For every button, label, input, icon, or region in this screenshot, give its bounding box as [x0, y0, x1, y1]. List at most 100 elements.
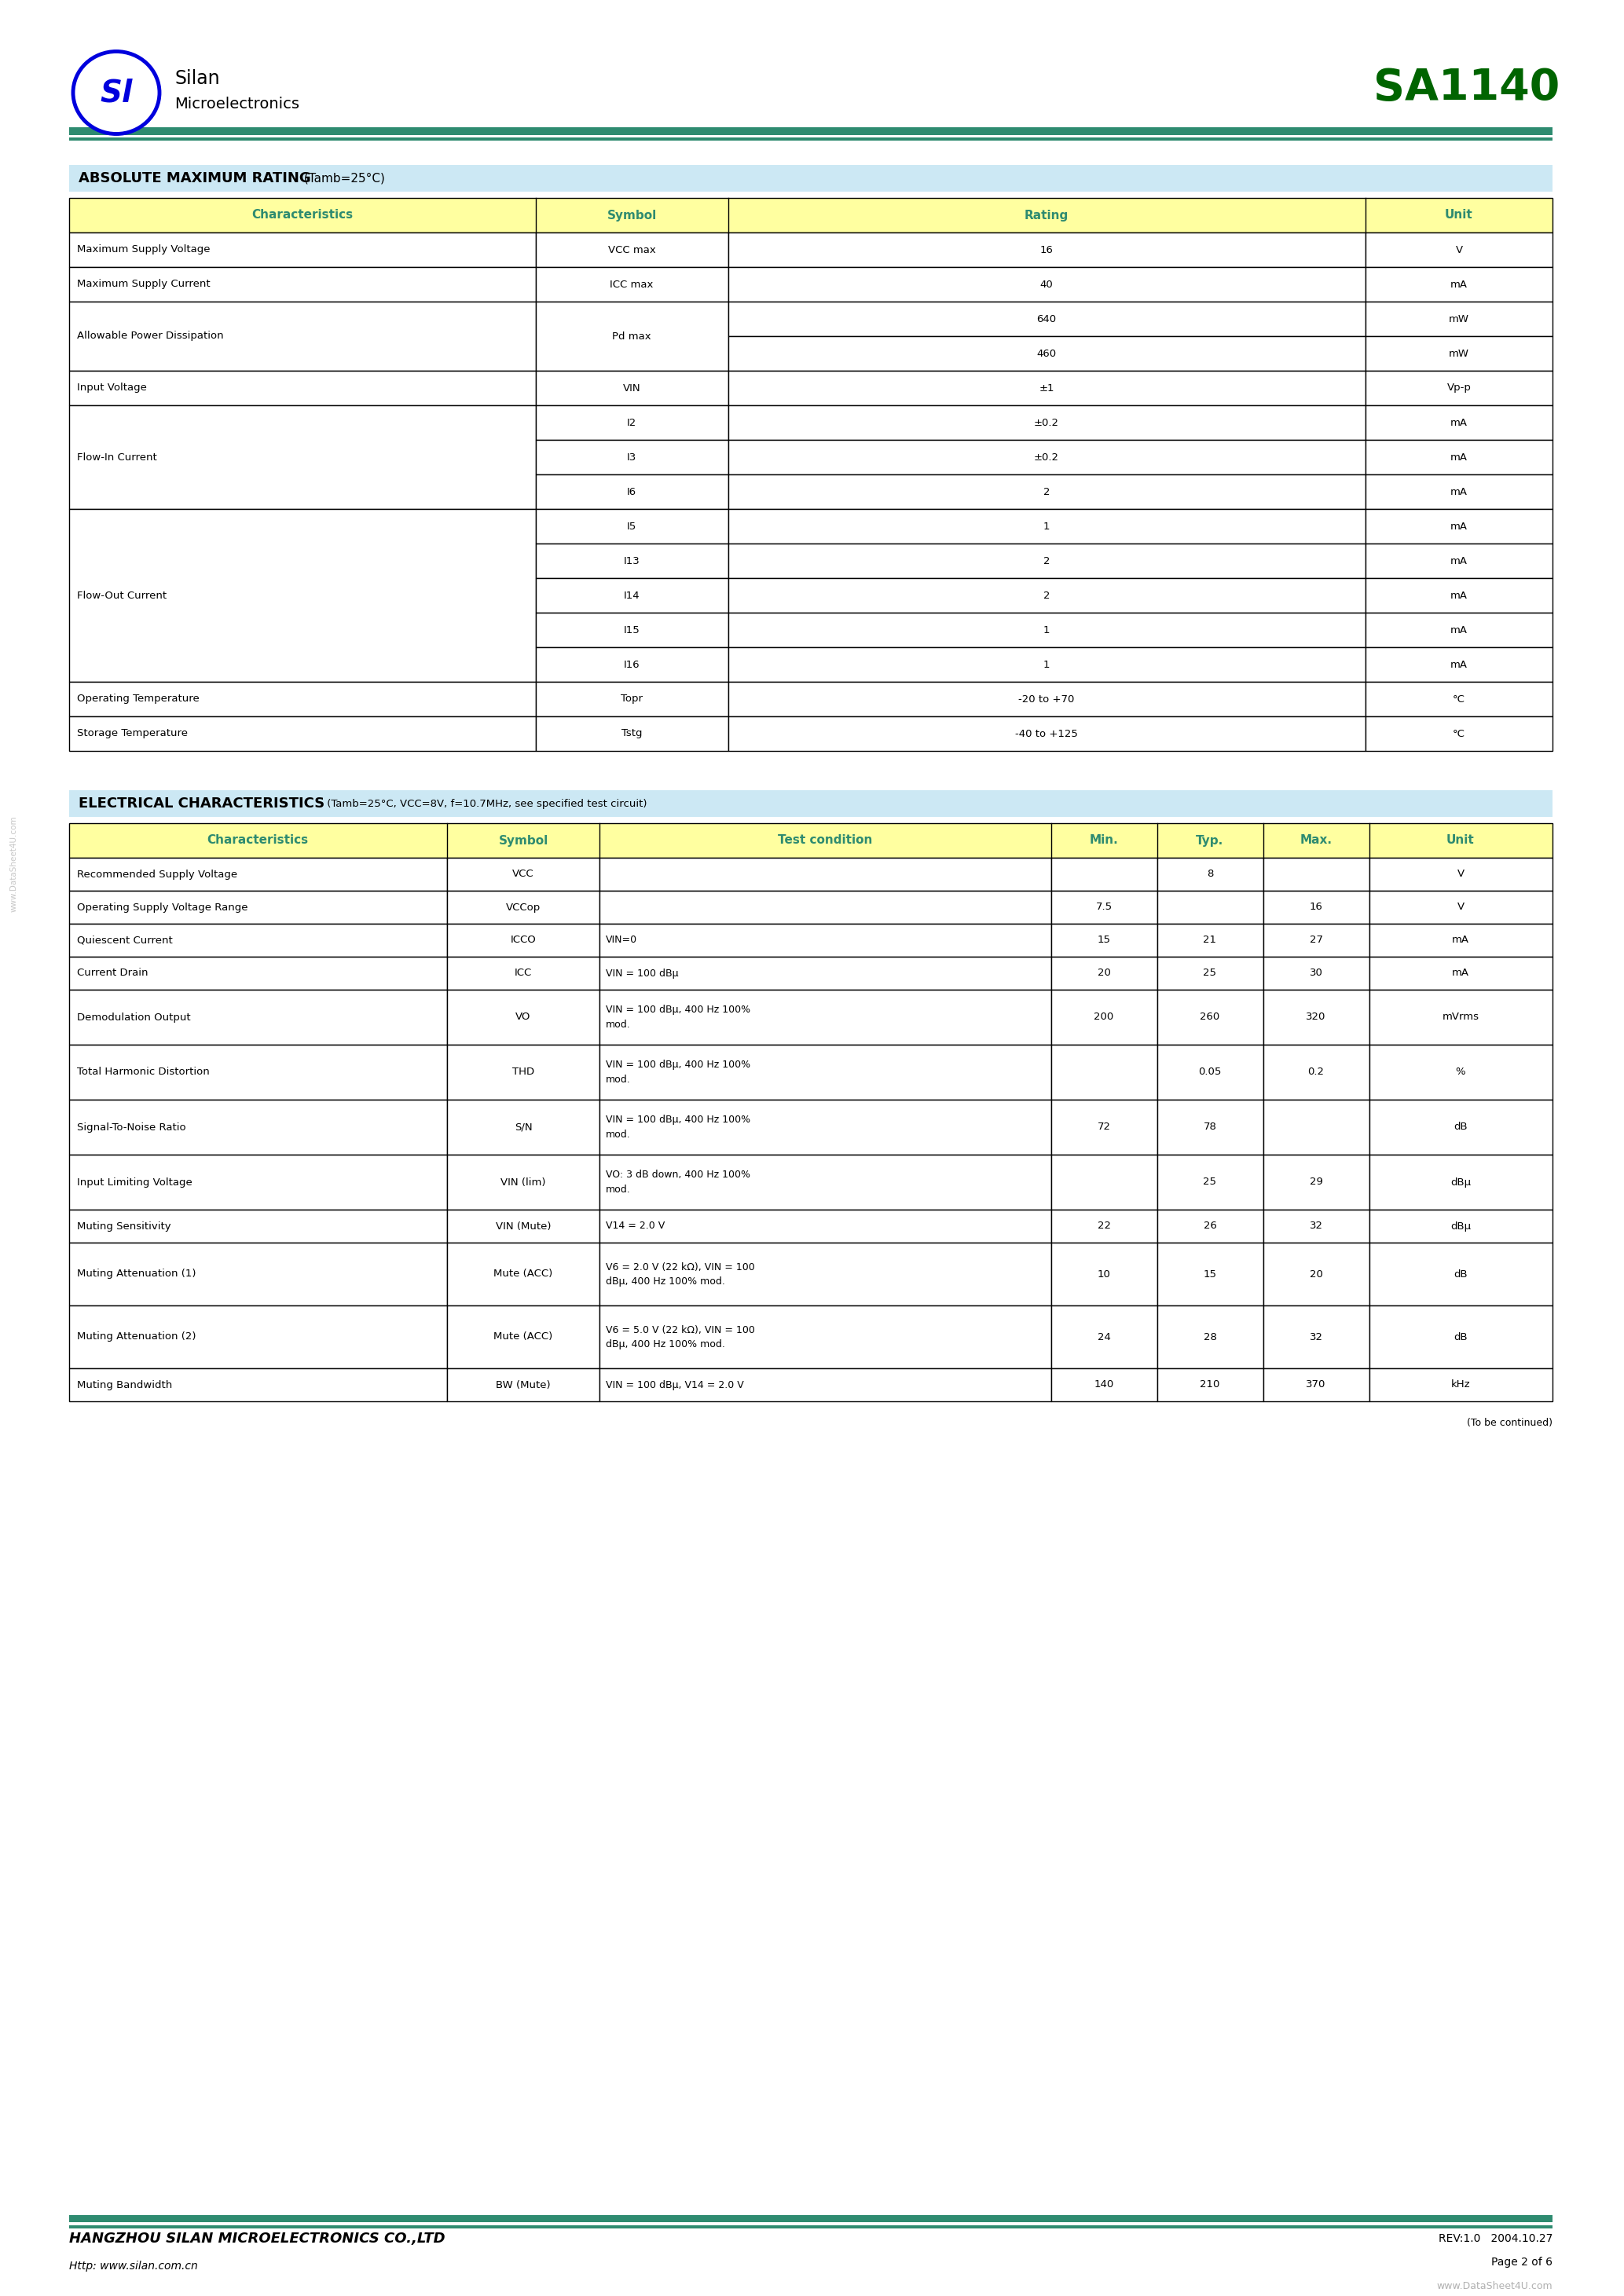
- Text: Operating Temperature: Operating Temperature: [76, 693, 200, 705]
- Text: BW (Mute): BW (Mute): [495, 1380, 551, 1389]
- Text: Input Voltage: Input Voltage: [76, 383, 146, 393]
- Text: I15: I15: [624, 625, 640, 636]
- Bar: [599, 923, 1051, 957]
- Text: (To be continued): (To be continued): [1466, 1419, 1553, 1428]
- Bar: [728, 682, 1366, 716]
- Text: 210: 210: [1200, 1380, 1220, 1389]
- Bar: [70, 1155, 447, 1210]
- Text: 20: 20: [1098, 969, 1111, 978]
- Bar: [447, 891, 599, 923]
- Bar: [70, 165, 1553, 191]
- Text: 16: 16: [1309, 902, 1322, 912]
- Bar: [599, 1100, 1051, 1155]
- Bar: [599, 1210, 1051, 1242]
- Bar: [536, 716, 728, 751]
- Text: 2: 2: [1043, 556, 1049, 565]
- Text: 1: 1: [1043, 659, 1049, 670]
- Bar: [1158, 1045, 1263, 1100]
- Text: 78: 78: [1203, 1123, 1216, 1132]
- Text: %: %: [1455, 1068, 1465, 1077]
- Bar: [70, 990, 447, 1045]
- Bar: [70, 923, 447, 957]
- Bar: [1158, 1306, 1263, 1368]
- Text: Microelectronics: Microelectronics: [174, 96, 299, 110]
- Bar: [1158, 990, 1263, 1045]
- Text: VIN = 100 dBμ, V14 = 2.0 V: VIN = 100 dBμ, V14 = 2.0 V: [606, 1380, 744, 1389]
- Text: 370: 370: [1306, 1380, 1325, 1389]
- Text: 32: 32: [1309, 1332, 1322, 1343]
- Text: ICC: ICC: [515, 969, 533, 978]
- Text: mA: mA: [1450, 418, 1468, 427]
- Bar: [1369, 1210, 1553, 1242]
- Text: 27: 27: [1309, 934, 1322, 946]
- Bar: [728, 544, 1366, 579]
- Text: Signal-To-Noise Ratio: Signal-To-Noise Ratio: [76, 1123, 185, 1132]
- Text: Muting Attenuation (1): Muting Attenuation (1): [76, 1270, 197, 1279]
- Bar: [1051, 990, 1158, 1045]
- Text: 8: 8: [1207, 870, 1213, 879]
- Text: VIN=0: VIN=0: [606, 934, 637, 946]
- Text: 29: 29: [1309, 1178, 1322, 1187]
- Text: Input Limiting Voltage: Input Limiting Voltage: [76, 1178, 192, 1187]
- Bar: [70, 1306, 447, 1368]
- Text: Quiescent Current: Quiescent Current: [76, 934, 172, 946]
- Text: mA: mA: [1452, 969, 1470, 978]
- Text: V6 = 5.0 V (22 kΩ), VIN = 100: V6 = 5.0 V (22 kΩ), VIN = 100: [606, 1325, 755, 1334]
- Text: I3: I3: [627, 452, 637, 461]
- Text: 640: 640: [1036, 315, 1056, 324]
- Text: VIN = 100 dBμ: VIN = 100 dBμ: [606, 969, 679, 978]
- Bar: [1366, 544, 1553, 579]
- Text: 320: 320: [1306, 1013, 1325, 1022]
- Bar: [1366, 613, 1553, 647]
- Text: ABSOLUTE MAXIMUM RATING: ABSOLUTE MAXIMUM RATING: [78, 172, 310, 186]
- Ellipse shape: [73, 51, 159, 133]
- Text: mod.: mod.: [606, 1019, 630, 1029]
- Bar: [728, 579, 1366, 613]
- Text: Maximum Supply Current: Maximum Supply Current: [76, 280, 209, 289]
- Bar: [1158, 957, 1263, 990]
- Text: (Tamb=25°C): (Tamb=25°C): [300, 172, 385, 184]
- Text: 0.2: 0.2: [1307, 1068, 1324, 1077]
- Text: Http: www.silan.com.cn: Http: www.silan.com.cn: [70, 2262, 198, 2271]
- Text: 32: 32: [1309, 1221, 1322, 1231]
- Bar: [1051, 1045, 1158, 1100]
- Text: Muting Attenuation (2): Muting Attenuation (2): [76, 1332, 197, 1343]
- Bar: [1369, 1242, 1553, 1306]
- Bar: [70, 301, 536, 370]
- Bar: [728, 647, 1366, 682]
- Bar: [599, 859, 1051, 891]
- Bar: [599, 1368, 1051, 1401]
- Bar: [1366, 475, 1553, 510]
- Text: Allowable Power Dissipation: Allowable Power Dissipation: [76, 331, 224, 342]
- Bar: [536, 647, 728, 682]
- Text: HANGZHOU SILAN MICROELECTRONICS CO.,LTD: HANGZHOU SILAN MICROELECTRONICS CO.,LTD: [70, 2232, 445, 2245]
- Text: 2: 2: [1043, 590, 1049, 602]
- Text: VIN = 100 dBμ, 400 Hz 100%: VIN = 100 dBμ, 400 Hz 100%: [606, 1061, 750, 1070]
- Bar: [599, 990, 1051, 1045]
- Text: VCC max: VCC max: [607, 246, 656, 255]
- Text: (Tamb=25°C, VCC=8V, f=10.7MHz, see specified test circuit): (Tamb=25°C, VCC=8V, f=10.7MHz, see speci…: [323, 799, 646, 808]
- Bar: [1366, 441, 1553, 475]
- Bar: [1366, 510, 1553, 544]
- Bar: [447, 1155, 599, 1210]
- Text: kHz: kHz: [1450, 1380, 1470, 1389]
- Text: mA: mA: [1450, 487, 1468, 496]
- Text: ±0.2: ±0.2: [1034, 418, 1059, 427]
- Text: I13: I13: [624, 556, 640, 565]
- Text: I5: I5: [627, 521, 637, 530]
- Text: VIN: VIN: [622, 383, 640, 393]
- Bar: [599, 1155, 1051, 1210]
- Text: VIN = 100 dBμ, 400 Hz 100%: VIN = 100 dBμ, 400 Hz 100%: [606, 1116, 750, 1125]
- Bar: [1051, 1155, 1158, 1210]
- Text: Muting Bandwidth: Muting Bandwidth: [76, 1380, 172, 1389]
- Text: 24: 24: [1098, 1332, 1111, 1343]
- Text: V14 = 2.0 V: V14 = 2.0 V: [606, 1221, 664, 1231]
- Text: mA: mA: [1450, 452, 1468, 461]
- Bar: [447, 1368, 599, 1401]
- Bar: [1369, 1368, 1553, 1401]
- Text: mVrms: mVrms: [1442, 1013, 1479, 1022]
- Bar: [70, 370, 536, 406]
- Text: dBμ, 400 Hz 100% mod.: dBμ, 400 Hz 100% mod.: [606, 1339, 724, 1350]
- Text: -20 to +70: -20 to +70: [1018, 693, 1075, 705]
- Text: mA: mA: [1450, 625, 1468, 636]
